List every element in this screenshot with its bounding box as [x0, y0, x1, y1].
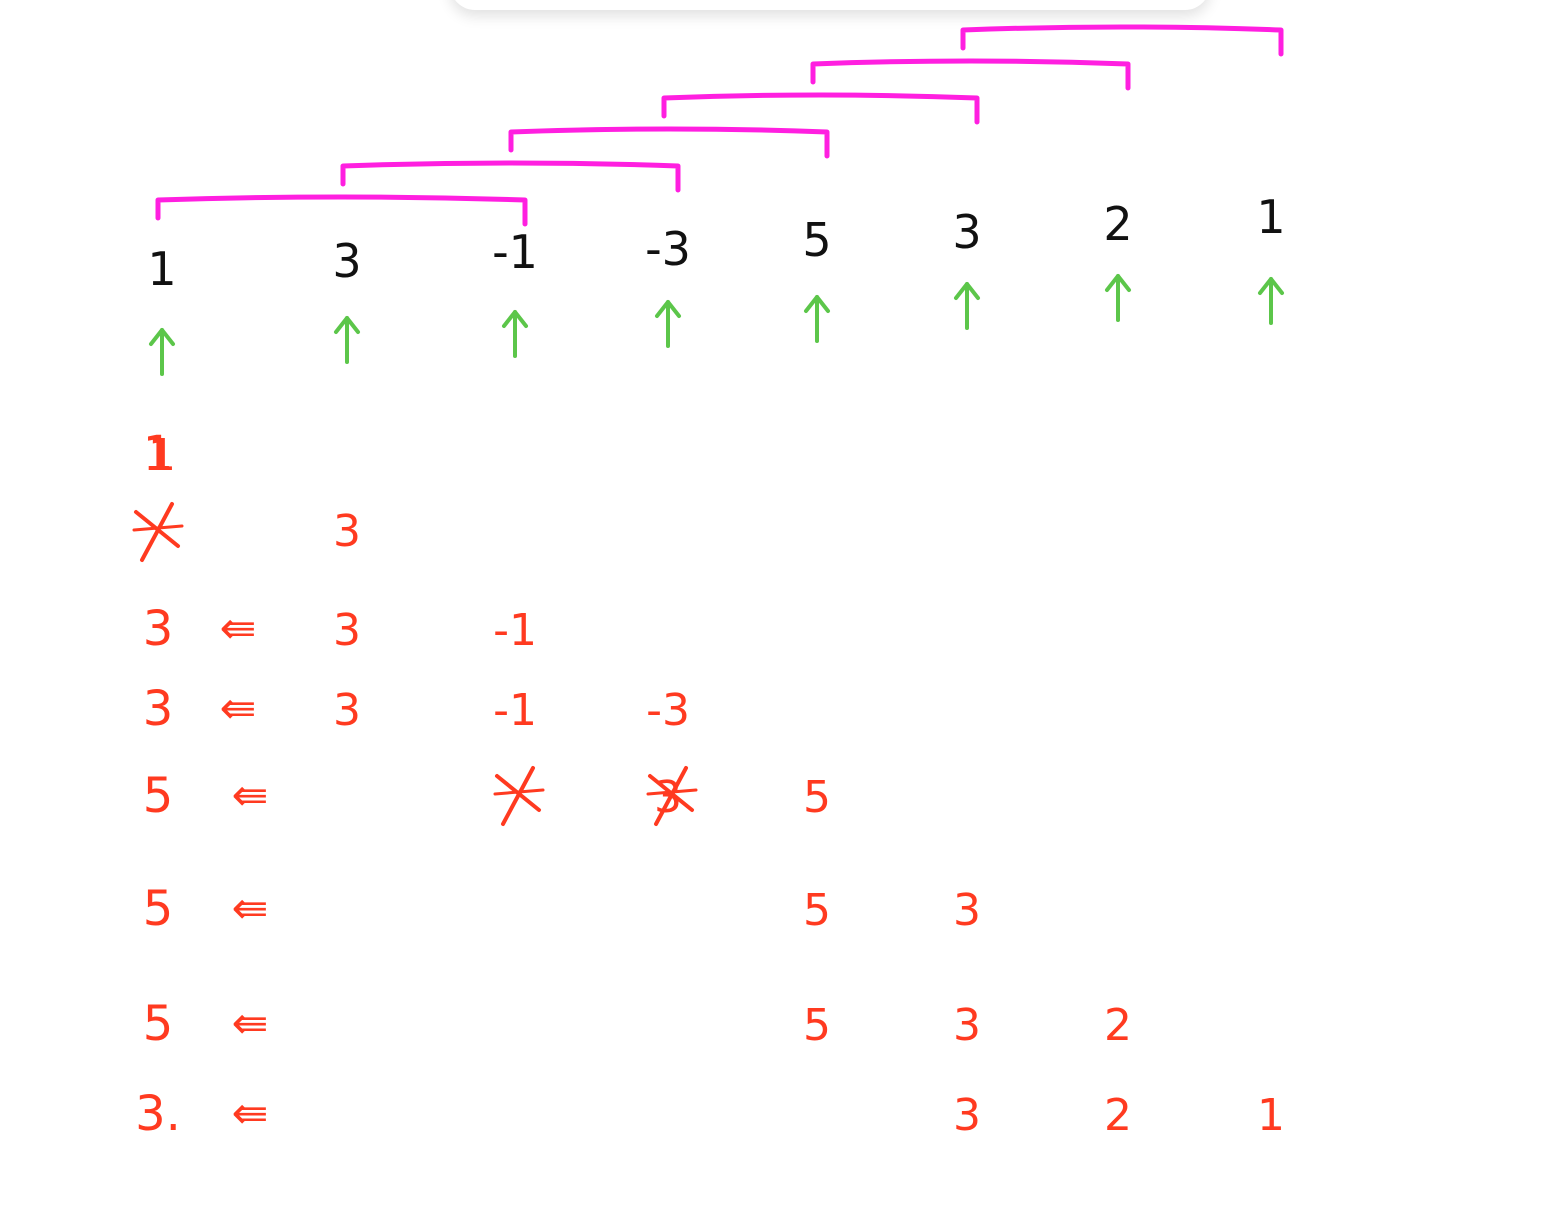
- window-max: 1: [143, 426, 174, 482]
- array-value: 1: [147, 242, 176, 296]
- assign-arrow-icon: ⇚: [232, 770, 269, 821]
- up-arrow-icon: [655, 300, 681, 348]
- up-arrow-icon: [502, 310, 528, 358]
- up-arrow-icon: [149, 328, 175, 376]
- array-value: 1: [1256, 190, 1285, 244]
- top-shadow: [450, 0, 1210, 10]
- assign-arrow-icon: ⇚: [232, 883, 269, 934]
- assign-arrow-icon: ⇚: [232, 998, 269, 1049]
- up-arrow-icon: [804, 295, 830, 343]
- window-bracket: [340, 160, 681, 193]
- deque-value: 5: [803, 772, 831, 823]
- deque-value: 3: [953, 1090, 981, 1141]
- deque-value: 5: [803, 885, 831, 936]
- deque-step: 5 ⇚ 5 3: [143, 881, 981, 937]
- up-arrow-icon: [1105, 274, 1131, 322]
- window-bracket: [155, 194, 528, 227]
- deque-value: 5: [803, 1000, 831, 1051]
- array-value: -1: [492, 225, 538, 279]
- deque-value: 3: [333, 685, 361, 736]
- assign-arrow-icon: ⇚: [232, 1088, 269, 1139]
- window-max: 3: [143, 681, 174, 737]
- window-max: 5: [143, 768, 174, 824]
- deque-value: 3: [953, 1000, 981, 1051]
- array-value: 2: [1103, 197, 1132, 251]
- window-bracket: [810, 58, 1131, 91]
- array-value: 5: [802, 213, 831, 267]
- deque-step: 11: [143, 426, 176, 482]
- window-max: 5: [143, 881, 174, 937]
- array-value: 3: [332, 234, 361, 288]
- pointer-row: [149, 274, 1284, 376]
- deque-step: 3: [132, 502, 361, 562]
- deque-value: -3: [646, 685, 690, 736]
- deque-value: 1: [1257, 1090, 1285, 1141]
- deque-step: 3 ⇚ 3 -1 -3: [143, 681, 690, 737]
- deque-value: 1: [148, 430, 176, 481]
- window-max: 3: [143, 601, 174, 657]
- window-bracket: [960, 24, 1284, 57]
- array-row: 1 3 -1 -3 5 3 2 1: [147, 190, 1285, 296]
- assign-arrow-icon: ⇚: [220, 603, 257, 654]
- deque-value: 3: [333, 605, 361, 656]
- removed-mark: [646, 766, 698, 826]
- up-arrow-icon: [1258, 277, 1284, 325]
- window-max: 5: [143, 996, 174, 1052]
- array-value: -3: [645, 222, 691, 276]
- up-arrow-icon: [954, 282, 980, 330]
- removed-mark: [132, 502, 184, 562]
- deque-step: 5 ⇚ 5 3 2: [143, 996, 1132, 1052]
- window-bracket: [661, 92, 980, 125]
- deque-step: 3 ⇚ 3 -1: [143, 601, 537, 657]
- deque-value: 3: [953, 885, 981, 936]
- deque-step: 5⇚35: [143, 766, 831, 826]
- deque-value: 2: [1104, 1090, 1132, 1141]
- deque-step: 3. ⇚ 3 2 1: [135, 1086, 1285, 1142]
- window-bracket: [508, 126, 830, 159]
- array-value: 3: [952, 205, 981, 259]
- assign-arrow-icon: ⇚: [220, 683, 257, 734]
- deque-value: 3: [333, 506, 361, 557]
- window-max: 3.: [135, 1086, 181, 1142]
- removed-mark: [493, 766, 545, 826]
- deque-value: -1: [493, 605, 537, 656]
- deque-value: 2: [1104, 1000, 1132, 1051]
- window-brackets: [155, 24, 1284, 227]
- up-arrow-icon: [334, 316, 360, 364]
- deque-value: -1: [493, 685, 537, 736]
